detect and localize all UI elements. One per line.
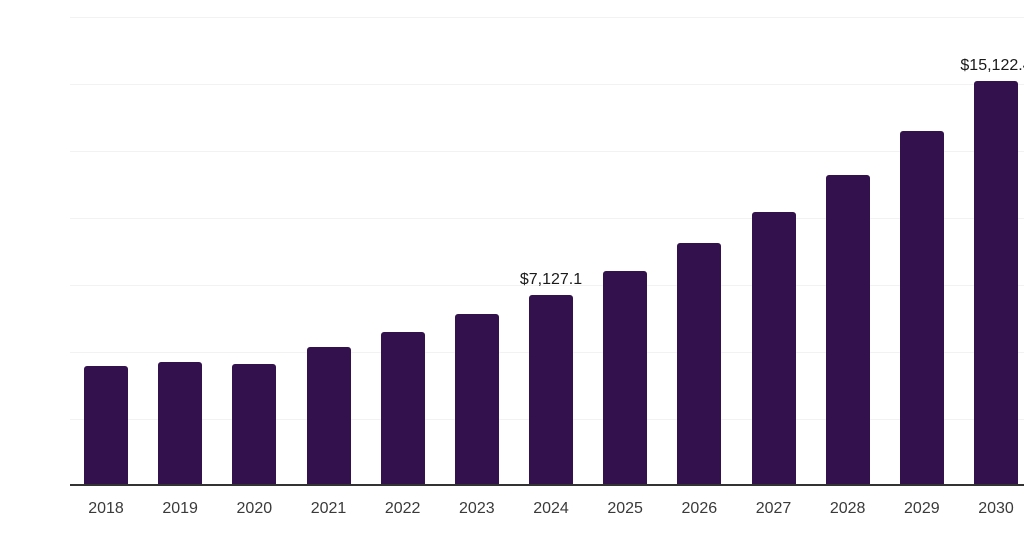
- bar-2030: [974, 80, 1018, 486]
- x-tick-label-2027: 2027: [755, 500, 792, 517]
- bar-2020: [232, 363, 277, 486]
- bar-2021: [306, 347, 351, 486]
- bar-2018: [84, 366, 128, 486]
- x-tick-label-2029: 2029: [904, 500, 940, 517]
- bar-chart: $7,127.1 $15,122.4 2018 2019 2020 2021 2022 20…: [40, 16, 1024, 528]
- x-tick-label-2026: 2026: [681, 500, 718, 517]
- bar-2025: [603, 270, 648, 486]
- x-tick-label-2023: 2023: [459, 500, 495, 517]
- bar-2026: [677, 243, 722, 486]
- x-axis-line: [70, 484, 1024, 486]
- gridline: [70, 84, 1024, 85]
- bar-2027: [751, 212, 796, 486]
- bar-2024: [529, 295, 573, 486]
- x-tick-label-2021: 2021: [310, 500, 347, 517]
- gridline: [70, 218, 1024, 219]
- bar-2022: [380, 331, 425, 486]
- x-tick-label-2022: 2022: [384, 500, 421, 517]
- plot-area: $7,127.1 $15,122.4: [70, 16, 1024, 486]
- x-tick-label-2019: 2019: [162, 500, 198, 517]
- gridline: [70, 285, 1024, 286]
- x-tick-label-2030: 2030: [978, 500, 1014, 517]
- x-tick-label-2024: 2024: [533, 500, 569, 517]
- bar-2028: [825, 174, 870, 486]
- x-tick-label-2018: 2018: [88, 500, 124, 517]
- data-label-2024: $7,127.1: [519, 271, 583, 288]
- gridline: [70, 17, 1024, 18]
- data-label-2030: $15,122.4: [960, 56, 1024, 74]
- bar-2029: [899, 131, 944, 486]
- x-tick-label-2028: 2028: [829, 500, 866, 517]
- gridline: [70, 151, 1024, 152]
- x-tick-label-2025: 2025: [607, 500, 643, 517]
- bar-2019: [158, 362, 203, 486]
- x-tick-label-2020: 2020: [236, 500, 273, 517]
- bar-2023: [454, 314, 499, 486]
